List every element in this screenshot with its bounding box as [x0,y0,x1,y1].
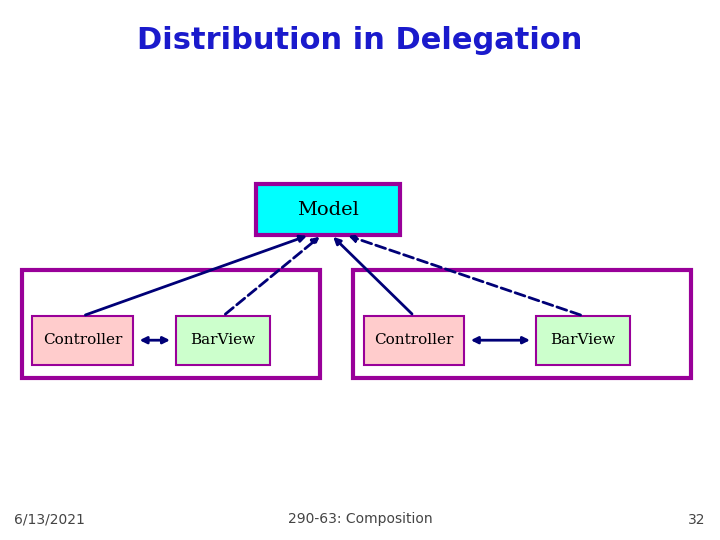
Text: Controller: Controller [374,333,454,347]
FancyBboxPatch shape [536,316,630,364]
Text: BarView: BarView [191,333,256,347]
FancyBboxPatch shape [32,316,133,364]
Text: BarView: BarView [551,333,616,347]
FancyBboxPatch shape [364,316,464,364]
Text: 290-63: Composition: 290-63: Composition [288,512,432,526]
Text: 32: 32 [688,512,706,526]
FancyArrowPatch shape [225,239,318,314]
FancyArrowPatch shape [86,236,304,315]
FancyArrowPatch shape [351,236,580,315]
Text: Controller: Controller [43,333,122,347]
FancyBboxPatch shape [353,270,691,378]
FancyBboxPatch shape [256,184,400,235]
FancyArrowPatch shape [474,338,527,343]
Text: Model: Model [297,200,359,219]
Text: Distribution in Delegation: Distribution in Delegation [138,26,582,55]
FancyArrowPatch shape [336,239,412,314]
FancyArrowPatch shape [143,338,167,343]
FancyBboxPatch shape [22,270,320,378]
FancyBboxPatch shape [176,316,270,364]
Text: 6/13/2021: 6/13/2021 [14,512,85,526]
